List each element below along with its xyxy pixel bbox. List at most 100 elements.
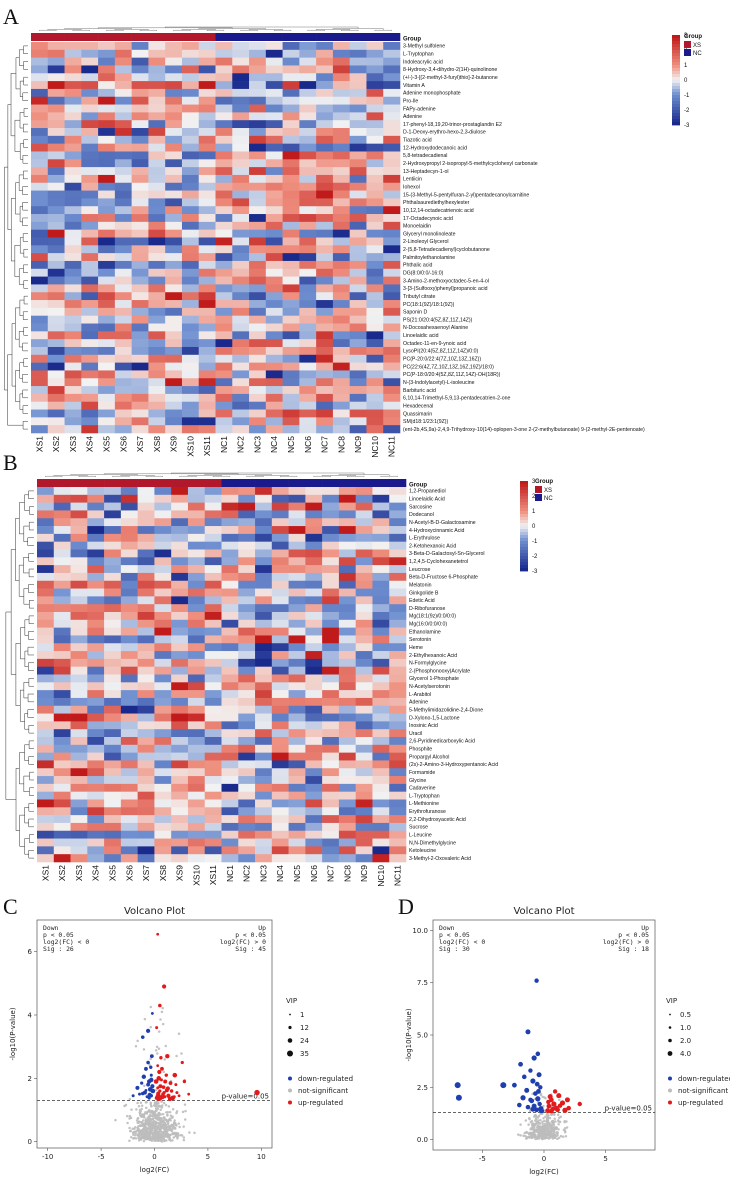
heatmap-cell xyxy=(37,846,55,855)
heatmap-cell xyxy=(215,300,233,309)
heatmap-cell xyxy=(265,190,283,199)
heatmap-cell xyxy=(47,284,65,293)
heatmap-cell xyxy=(171,815,189,824)
up-regulated-point xyxy=(546,1099,551,1105)
not-significant-point xyxy=(148,1126,151,1129)
heatmap-cell xyxy=(249,284,267,293)
heatmap-cell xyxy=(221,729,239,738)
heatmap-cell xyxy=(47,276,65,285)
heatmap-cell xyxy=(148,323,166,332)
heatmap-cell xyxy=(53,572,71,582)
scale-bar-segment xyxy=(520,484,528,488)
row-dendrogram-branch xyxy=(27,693,34,703)
not-significant-point xyxy=(545,1121,549,1124)
heatmap-cell xyxy=(37,604,55,613)
row-dendrogram-branch xyxy=(19,205,23,223)
heatmap-cell xyxy=(137,487,155,496)
not-significant-point xyxy=(519,1123,522,1126)
heatmap-cell xyxy=(148,81,166,90)
not-significant-point xyxy=(140,1132,144,1135)
heatmap-cell xyxy=(232,151,250,160)
heatmap-cell xyxy=(349,135,367,144)
heatmap-cell xyxy=(322,744,340,753)
heatmap-cell xyxy=(332,370,350,379)
heatmap-cell xyxy=(332,331,350,340)
up-regulated-point xyxy=(162,1090,166,1095)
row-dendrogram-branch xyxy=(22,233,28,242)
heatmap-cell xyxy=(81,229,99,238)
heatmap-cell xyxy=(137,713,155,722)
scale-bar-segment xyxy=(672,47,680,51)
heatmap-cell xyxy=(349,214,367,223)
not-significant-point xyxy=(533,1124,537,1127)
row-dendrogram-branch xyxy=(23,61,28,70)
heatmap-cell xyxy=(137,705,155,714)
heatmap-cell xyxy=(137,682,155,691)
heatmap-cell xyxy=(204,854,222,863)
heatmap-cell xyxy=(98,292,116,301)
heatmap-cell xyxy=(215,276,233,285)
heatmap-cell xyxy=(70,721,88,730)
row-label: Adenine monophosphate xyxy=(403,91,461,97)
heatmap-cell xyxy=(389,549,407,558)
row-label: 6,10,14-Trimethyl-5,9,13-pentadecatrien-… xyxy=(403,396,510,402)
heatmap-cell xyxy=(299,378,317,387)
heatmap-cell xyxy=(131,378,149,387)
not-significant-point xyxy=(548,1116,552,1120)
heatmap-cell xyxy=(171,822,189,832)
heatmap-cell xyxy=(204,744,222,753)
heatmap-cell xyxy=(131,88,149,98)
heatmap-cell xyxy=(64,42,82,51)
heatmap-cell xyxy=(271,768,289,777)
not-significant-point xyxy=(146,1133,150,1137)
heatmap-cell xyxy=(87,643,105,652)
heatmap-cell xyxy=(181,409,200,418)
panel-letter-c: C xyxy=(3,894,18,919)
heatmap-cell xyxy=(137,854,155,863)
heatmap-cell xyxy=(271,760,289,769)
heatmap-cell xyxy=(332,198,350,207)
column-label: NC9 xyxy=(359,865,369,882)
heatmap-cell xyxy=(204,658,222,667)
heatmap-cell xyxy=(221,526,239,535)
heatmap-cell xyxy=(288,674,306,683)
heatmap-cell xyxy=(389,846,407,855)
heatmap-cell xyxy=(389,682,407,691)
row-dendrogram-branch xyxy=(15,643,21,706)
heatmap-cell xyxy=(271,721,289,730)
not-significant-point xyxy=(144,1132,147,1135)
down-regulated-point xyxy=(140,1091,145,1096)
heatmap-cell xyxy=(389,666,407,675)
scale-bar-segment xyxy=(520,535,528,539)
column-label: XS5 xyxy=(101,436,111,452)
heatmap-cell xyxy=(383,292,401,301)
heatmap-cell xyxy=(232,104,250,113)
heatmap-cell xyxy=(81,120,99,129)
heatmap-cell xyxy=(332,65,350,74)
heatmap-cell xyxy=(114,339,132,348)
row-label: Adenine xyxy=(403,114,422,120)
heatmap-cell xyxy=(181,214,200,223)
heatmap-cell xyxy=(165,167,183,176)
heatmap-cell xyxy=(215,362,233,371)
heatmap-cell xyxy=(383,198,401,207)
heatmap-cell xyxy=(366,253,384,262)
heatmap-cell xyxy=(47,417,65,426)
heatmap-cell xyxy=(355,791,373,800)
heatmap-cell xyxy=(372,549,390,558)
heatmap-cell xyxy=(70,580,88,589)
heatmap-cell xyxy=(204,830,222,839)
not-significant-point xyxy=(152,1122,155,1125)
group-bar-cell xyxy=(215,33,233,41)
not-significant-point xyxy=(517,1133,520,1136)
color-legend-label: down-regulated xyxy=(678,1075,730,1083)
heatmap-cell xyxy=(338,822,356,832)
row-dendrogram-branch xyxy=(24,713,29,730)
heatmap-cell xyxy=(98,339,116,348)
column-label: XS2 xyxy=(57,865,67,881)
heatmap-cell xyxy=(255,502,273,511)
heatmap-cell xyxy=(198,112,216,121)
heatmap-cell xyxy=(215,198,233,207)
heatmap-cell xyxy=(372,799,390,808)
heatmap-cell xyxy=(171,565,189,574)
